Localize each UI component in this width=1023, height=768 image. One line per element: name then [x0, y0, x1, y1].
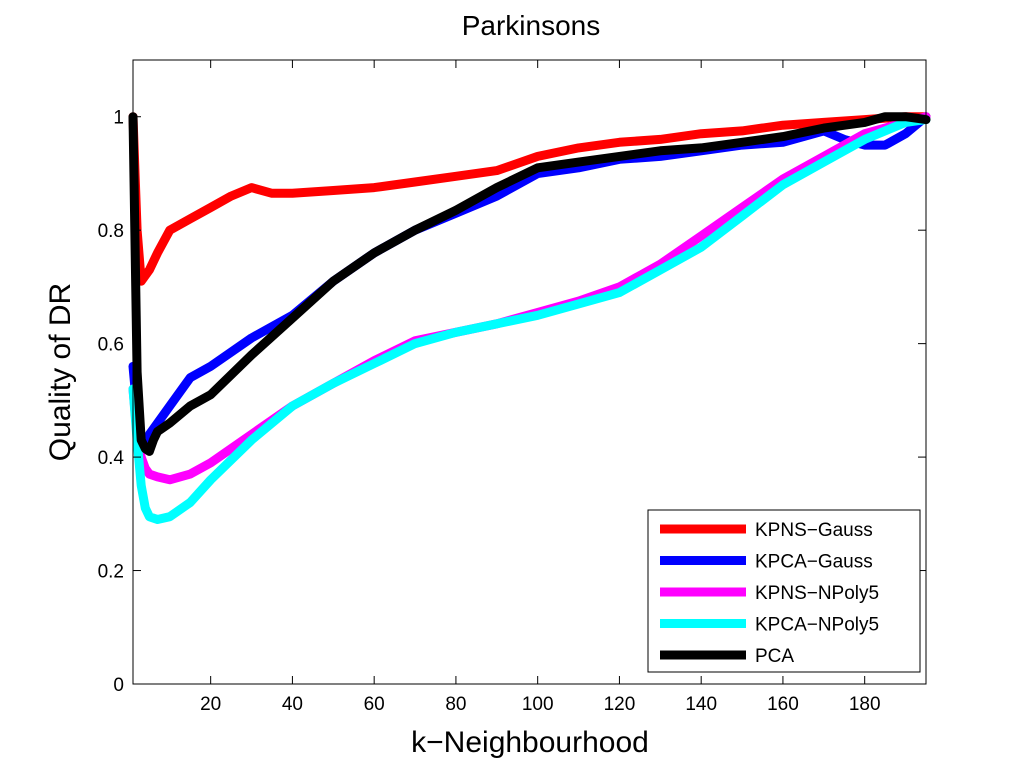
x-tick-label: 80: [445, 694, 466, 715]
legend-label-kpca-npoly5: KPCA−NPoly5: [755, 615, 879, 636]
x-tick-label: 20: [200, 694, 221, 715]
x-tick-label: 160: [767, 694, 799, 715]
legend-label-pca: PCA: [755, 646, 794, 667]
y-tick-label: 0.6: [98, 335, 124, 356]
series-line-pca: [128, 112, 931, 456]
y-axis-label: Quality of DR: [44, 283, 77, 461]
series-group: [128, 112, 931, 524]
x-tick-label: 60: [364, 694, 385, 715]
y-tick-label: 0.4: [98, 448, 125, 469]
series-line-kpca-npoly5: [128, 115, 931, 524]
legend-label-kpns-npoly5: KPNS−NPoly5: [755, 583, 879, 604]
plot-area: 20 40 60 80 100 120 140 160 180 0 0.2 0.4 0.6 0.8 1: [98, 59, 931, 715]
x-tick-label: 180: [849, 694, 881, 715]
axes-frame: [132, 59, 927, 685]
legend-label-kpns-gauss: KPNS−Gauss: [755, 520, 873, 541]
x-tick-label: 100: [522, 694, 554, 715]
x-axis-ticks: 20 40 60 80 100 120 140 160 180: [200, 60, 881, 715]
x-tick-label: 120: [604, 694, 636, 715]
x-tick-label: 40: [282, 694, 303, 715]
legend: KPNS−Gauss KPCA−Gauss KPNS−NPoly5 KPCA−NPol…: [647, 509, 921, 673]
x-axis-label: k−Neighbourhood: [411, 726, 649, 759]
x-tick-label: 140: [685, 694, 717, 715]
legend-label-kpca-gauss: KPCA−Gauss: [755, 552, 873, 573]
y-tick-label: 1: [113, 108, 124, 129]
series-line-kpns-gauss: [128, 112, 931, 286]
y-tick-label: 0.8: [98, 221, 124, 242]
y-axis-ticks: 0 0.2 0.4 0.6 0.8 1: [98, 108, 926, 696]
y-tick-label: 0.2: [98, 562, 124, 583]
y-tick-label: 0: [113, 675, 124, 696]
chart-title: Parkinsons: [462, 10, 601, 41]
